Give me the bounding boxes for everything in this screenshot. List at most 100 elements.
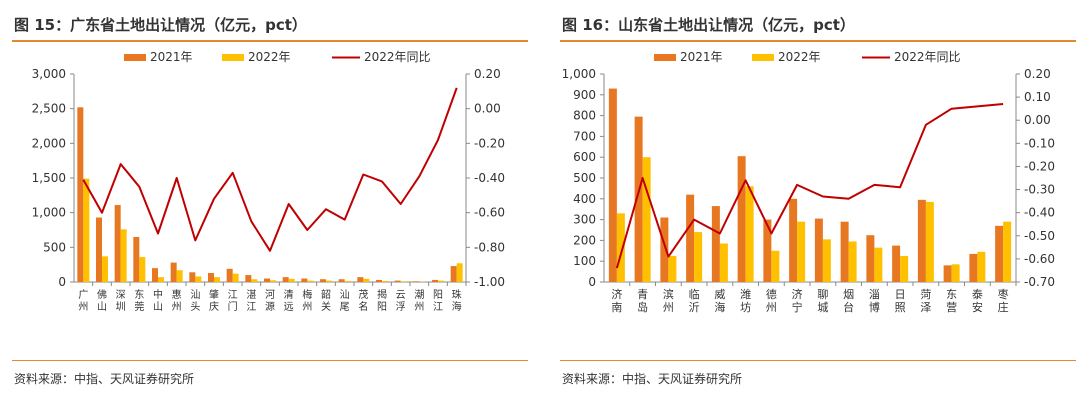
chart-panel-shandong: 图 16：山东省土地出让情况（亿元，pct） 2021年 2022年 2022年同比… — [560, 0, 1080, 410]
y-right-tick-label: -0.60 — [474, 206, 505, 220]
y-left-tick-label: 400 — [573, 192, 596, 206]
bar-2022 — [977, 251, 986, 282]
bar-2022 — [900, 256, 909, 282]
source-divider — [12, 360, 528, 361]
bar-2022 — [270, 280, 276, 282]
bar-2022 — [363, 278, 370, 282]
x-tick-label: 济南 — [611, 287, 622, 314]
x-tick-label: 汕尾 — [340, 289, 350, 313]
bar-2021 — [338, 279, 345, 282]
bar-2021 — [686, 194, 695, 282]
bar-2022 — [120, 229, 127, 282]
y-right-tick-label: -0.20 — [1024, 159, 1055, 173]
x-tick-label: 揭阳 — [377, 288, 387, 313]
bar-2021 — [917, 199, 926, 282]
bars — [77, 107, 463, 282]
bar-2022 — [251, 279, 258, 282]
bar-2021 — [608, 88, 617, 282]
bar-2022 — [307, 280, 314, 282]
bar-2021 — [189, 272, 196, 282]
x-tick-label: 韶关 — [321, 288, 331, 313]
y-right-tick-label: -0.10 — [1024, 136, 1055, 150]
legend-label: 2021年 — [150, 50, 193, 64]
bar-2021 — [170, 262, 177, 282]
y-left-tick-label: 0 — [588, 275, 596, 289]
y-right-tick-label: -0.60 — [1024, 252, 1055, 266]
x-tick-label: 深圳 — [116, 289, 126, 313]
bar-2021 — [394, 280, 401, 282]
bar-2022 — [797, 221, 806, 282]
y-right-tick-label: -0.50 — [1024, 229, 1055, 243]
bar-2021 — [133, 236, 140, 282]
y-left-tick-label: 200 — [573, 233, 596, 247]
y-left-tick-label: 3,000 — [32, 67, 66, 81]
x-tick-label: 珠海 — [452, 288, 462, 313]
x-tick-label: 汕头 — [190, 289, 200, 313]
x-tick-label: 河源 — [265, 289, 275, 313]
x-tick-label: 惠州 — [172, 288, 182, 313]
x-tick-label: 德州 — [766, 287, 777, 314]
y-left-tick-label: 2,000 — [32, 136, 66, 150]
x-tick-label: 中山 — [153, 288, 163, 313]
bar-2022 — [848, 241, 857, 282]
bar-2022 — [400, 281, 407, 282]
x-tick-label: 云浮 — [396, 290, 406, 313]
y-right-tick-label: -0.30 — [1024, 183, 1055, 197]
yoy-line — [615, 103, 1004, 269]
chart-shandong: 2021年 2022年 2022年同比 0 100 200 300 400 500 600 700 8… — [562, 50, 1055, 314]
bar-2021 — [245, 275, 252, 282]
bars — [608, 88, 1012, 282]
bar-2022 — [951, 264, 960, 282]
bar-2022 — [1003, 221, 1012, 282]
bar-2022 — [719, 243, 728, 282]
bar-2021 — [376, 279, 382, 282]
x-tick-label: 江门 — [228, 289, 238, 313]
bar-2022 — [288, 278, 295, 282]
x-tick-label: 烟台 — [843, 287, 854, 314]
x-tick-label: 清远 — [284, 288, 294, 313]
bar-2021 — [77, 107, 84, 282]
y-right-tick-label: 0.10 — [1024, 90, 1051, 104]
bar-2021 — [282, 277, 289, 282]
source-note: 资料来源：中指、天风证券研究所 — [14, 372, 195, 386]
x-tick-label: 泰安 — [972, 287, 983, 314]
bar-2021 — [96, 217, 102, 282]
x-tick-label: 枣庄 — [998, 288, 1009, 314]
y-left-tick-label: 500 — [43, 240, 66, 254]
bar-2021 — [763, 219, 772, 282]
x-tick-label: 广州 — [78, 289, 88, 313]
bar-2022 — [745, 186, 754, 282]
bar-2021 — [969, 253, 978, 282]
y-right-tick-label: 0.20 — [474, 67, 501, 81]
bar-2022 — [694, 232, 703, 282]
bar-2021 — [208, 272, 214, 282]
yoy-line — [82, 87, 458, 252]
bar-2021 — [634, 116, 643, 282]
x-tick-label: 湛江 — [246, 289, 256, 313]
y-right-tick-label: -1.00 — [474, 275, 505, 289]
x-tick-label: 青岛 — [637, 288, 648, 314]
legend-label: 2022年同比 — [364, 50, 431, 64]
y-left-tick-label: 2,500 — [32, 102, 66, 116]
bar-2021 — [413, 281, 420, 282]
bar-2022 — [83, 178, 90, 282]
y-left-tick-label: 700 — [573, 129, 596, 143]
y-right-tick-label: 0.20 — [1024, 67, 1051, 81]
legend-swatch — [124, 54, 146, 61]
bar-2022 — [456, 263, 463, 282]
legend-label: 2021年 — [680, 50, 723, 64]
y-right-tick-label: 0.00 — [1024, 113, 1051, 127]
bar-2022 — [326, 280, 332, 282]
y-right-tick-label: -0.40 — [474, 171, 505, 185]
bar-2022 — [158, 277, 164, 282]
bar-2021 — [301, 278, 308, 282]
y-right-tick-label: -0.70 — [1024, 275, 1055, 289]
y-right-tick-label: -0.40 — [1024, 206, 1055, 220]
x-tick-label: 潍坊 — [740, 288, 751, 314]
bar-2021 — [450, 266, 457, 282]
title-divider — [12, 40, 528, 42]
bar-2021 — [892, 245, 901, 282]
bar-2021 — [152, 268, 158, 282]
bar-2021 — [432, 279, 438, 282]
y-left-tick-label: 1,000 — [32, 206, 66, 220]
